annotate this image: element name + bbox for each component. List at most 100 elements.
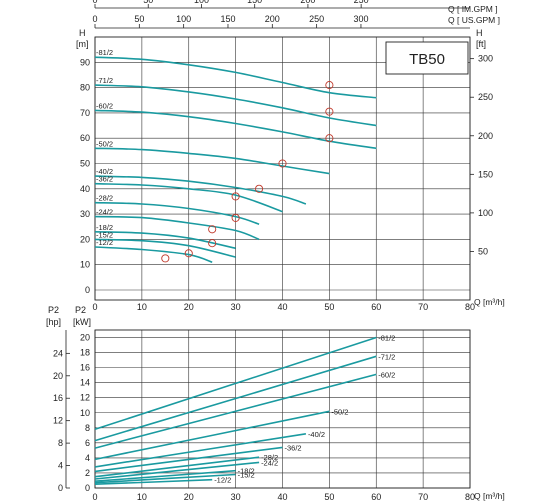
us-gpm-tick-label: 0 [92,14,97,24]
power-hp-tick-label: 4 [58,461,63,471]
us-gpm-tick-label: 50 [134,14,144,24]
head-curve-label: -36/2 [96,175,113,184]
head-x-tick-label: 0 [92,302,97,312]
us-gpm-axis-label: Q [ US.GPM ] [448,15,500,25]
head-curve-label: -50/2 [96,139,113,148]
bep-marker [325,134,334,143]
us-gpm-ticks: 0 50 100 150 200 250 300 [92,14,368,28]
power-kw-tick-label: 6 [85,438,90,448]
power-curve [94,473,236,484]
head-curve [94,109,377,150]
head-curve-label: -71/2 [96,76,113,85]
power-x-tick-label: 20 [184,492,194,502]
power-curve [94,373,377,449]
power-tick-labels: 0 10 20 30 40 50 60 70 8002468101214161820048121… [53,330,475,502]
head-grid [94,37,471,300]
im-gpm-tick-label: 0 [92,0,97,5]
head-x-tick-label: 10 [137,302,147,312]
head-curve-label: -28/2 [96,194,113,203]
im-gpm-axis-label: Q [ IM.GPM ] [448,4,498,14]
head-curve-label: -24/2 [96,208,113,217]
top-flow-axes: Q [ IM.GPM ] Q [ US.GPM ] 0 50 100 150 200 25… [92,0,500,29]
power-curve [94,410,330,461]
power-curve [94,469,236,482]
bep-marker [325,81,334,90]
head-tick-labels: 0 10 20 30 40 50 60 70 80 0 10 20 30 40 50 60 70 80 90 50 10… [80,54,493,312]
power-curves [94,336,377,485]
head-y-tick-label: 0 [85,285,90,295]
power-kw-tick-label: 14 [80,378,90,388]
head-curve [94,231,236,250]
power-kw-tick-label: 0 [85,483,90,493]
head-y-tick-label: 10 [80,260,90,270]
head-ft-tick-label: 250 [478,92,493,102]
power-hp-tick-label: 8 [58,438,63,448]
head-curve-labels: -81/2 -71/2 -60/2 -50/2 -40/2-36/2 -28/2 -24/2… [96,48,113,247]
head-curve [94,246,213,263]
model-label: TB50 [409,51,445,68]
power-curve-label: -15/2 [238,470,255,479]
head-curve [94,56,377,99]
power-curve-label: -12/2 [214,476,231,485]
power-kw-tick-label: 18 [80,348,90,358]
power-curve [94,461,260,480]
head-ft-tick-label: 100 [478,208,493,218]
head-chart: H [m] H [ft] TB50 0 10 20 30 40 50 60 70 80 0 10 20… [76,28,505,312]
power-curve-label: -60/2 [378,370,395,379]
im-gpm-ticks: 0 50 100 150 200 250 [92,0,369,8]
power-hp-tick-label: 12 [53,416,63,426]
power-hp-tick-label: 24 [53,348,63,358]
head-curve [94,201,260,225]
head-curve-label: -12/2 [96,238,113,247]
im-gpm-tick-label: 50 [143,0,153,5]
bep-marker [184,249,193,258]
bep-marker [231,213,240,222]
head-y-tick-label: 80 [80,83,90,93]
us-gpm-tick-label: 150 [220,14,235,24]
head-frame [94,36,471,301]
head-y-tick-label: 90 [80,57,90,67]
im-gpm-tick-label: 150 [247,0,262,5]
power-x-tick-label: 50 [324,492,334,502]
head-curve-label: -81/2 [96,48,113,57]
power-curve-label: -71/2 [378,352,395,361]
power-kw-tick-label: 12 [80,393,90,403]
im-gpm-tick-label: 250 [354,0,369,5]
head-x-tick-label: 20 [184,302,194,312]
power-curve-label: -36/2 [285,443,302,452]
head-curve [94,238,236,258]
head-curve [94,147,330,175]
bep-marker [208,239,217,248]
power-curve-labels: -81/2 -71/2 -60/2 -50/2 -40/2 -36/2 -28/2-24/2… [214,334,395,485]
us-gpm-tick-label: 250 [309,14,324,24]
head-y-tick-label: 70 [80,108,90,118]
head-y-tick-label: 50 [80,159,90,169]
im-gpm-tick-label: 200 [300,0,315,5]
head-x-tick-label: 50 [324,302,334,312]
head-curve [94,175,307,205]
best-efficiency-points [161,81,334,263]
bep-marker [208,225,217,234]
power-curve [94,336,377,431]
power-kw-tick-label: 16 [80,363,90,373]
power-x-tick-label: 0 [92,492,97,502]
head-curve [94,182,283,213]
power-frame [94,329,471,489]
power-x-tick-label: 30 [231,492,241,502]
head-curves [94,56,377,263]
power-hp-axis-label: P2 [48,305,59,315]
head-ft-tick-label: 300 [478,54,493,64]
head-y-tick-label: 30 [80,209,90,219]
power-curve [94,456,260,478]
us-gpm-tick-label: 100 [176,14,191,24]
power-x-tick-label: 10 [137,492,147,502]
power-curve [94,433,307,468]
power-kw-axis-unit: [kW] [73,317,91,327]
bep-marker [278,159,287,168]
power-curve-label: -24/2 [261,458,278,467]
power-hp-tick-label: 0 [58,483,63,493]
head-ft-tick-label: 200 [478,131,493,141]
power-hp-tick-label: 16 [53,393,63,403]
head-axis-unit: [m] [76,39,89,49]
power-chart: P2 [hp] P2 [kW] 0 10 20 30 40 50 60 70 800246810… [46,305,505,502]
